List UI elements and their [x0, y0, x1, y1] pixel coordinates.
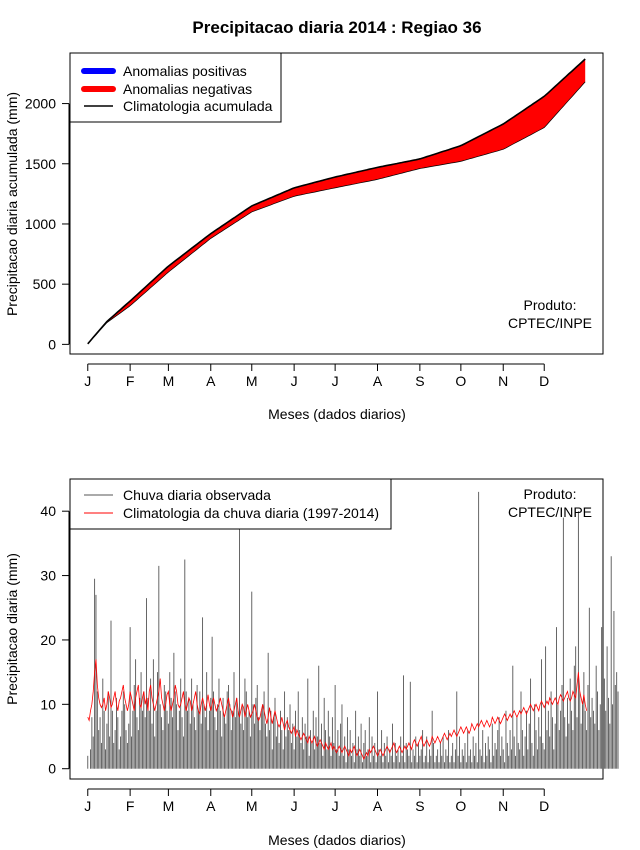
- bottom-x-tick-label: J: [84, 798, 91, 814]
- bottom-x-tick-label: A: [206, 798, 216, 814]
- top-x-tick-label: A: [373, 373, 383, 389]
- bottom-x-tick-label: J: [332, 798, 339, 814]
- observed-accumulated-line: [87, 81, 586, 345]
- top-y-tick-label: 500: [33, 276, 57, 292]
- top-y-tick-label: 2000: [25, 96, 56, 112]
- legend-top: Anomalias positivas Anomalias negativas …: [69, 52, 282, 123]
- plot-frame-top: [69, 52, 604, 355]
- bottom-x-tick-label: A: [373, 798, 383, 814]
- bottom-x-tick-label: M: [246, 798, 258, 814]
- x-axis-label-bottom: Meses (dados diarios): [268, 832, 406, 848]
- daily-climatology-line: [87, 659, 587, 761]
- bottom-x-tick-label: D: [539, 798, 549, 814]
- bottom-x-tick-label: M: [163, 798, 175, 814]
- top-x-tick-label: J: [84, 373, 91, 389]
- legend-label-observed: Chuva diaria observada: [123, 487, 271, 503]
- top-x-tick-label: F: [126, 373, 135, 389]
- legend-bottom: Chuva diaria observada Climatologia da c…: [69, 478, 392, 530]
- top-x-tick-label: M: [163, 373, 175, 389]
- y-axis-label-bottom: Precipitacao diaria (mm): [4, 553, 20, 705]
- x-axis-label-top: Meses (dados diarios): [268, 406, 406, 422]
- y-axis-top: 0 500 1000 1500 2000: [25, 96, 70, 352]
- top-y-tick-label: 1500: [25, 156, 56, 172]
- credit-line-2-bottom: CPTEC/INPE: [508, 504, 592, 520]
- top-x-tick-label: J: [291, 373, 298, 389]
- bottom-x-tick-label: J: [291, 798, 298, 814]
- top-x-tick-label: N: [498, 373, 508, 389]
- y-axis-label-top: Precipitacao diaria acumulada (mm): [4, 92, 20, 316]
- bottom-y-tick-label: 0: [48, 761, 56, 777]
- bottom-y-tick-label: 30: [40, 568, 56, 584]
- bottom-y-tick-label: 40: [40, 503, 56, 519]
- legend-box-bottom: [69, 478, 392, 530]
- daily-precipitation-chart: J F M A M J J A S O N D 0 10 20 30 40 Meses (dados diar…: [4, 478, 619, 848]
- top-x-tick-label: S: [415, 373, 424, 389]
- top-y-tick-label: 0: [48, 336, 56, 352]
- bottom-x-tick-label: S: [415, 798, 424, 814]
- legend-label-climatology: Climatologia acumulada: [123, 98, 273, 114]
- credit-line-1-bottom: Produto:: [524, 486, 577, 502]
- bottom-x-tick-label: O: [455, 798, 466, 814]
- bottom-y-tick-label: 10: [40, 696, 56, 712]
- legend-label-positive: Anomalias positivas: [123, 63, 247, 79]
- accumulated-precipitation-chart: J F M A M J J A S O N D 0 500 1000 1500 2000 Meses (dad…: [4, 52, 604, 422]
- top-x-tick-label: A: [206, 373, 216, 389]
- top-x-tick-label: J: [332, 373, 339, 389]
- top-x-tick-label: M: [246, 373, 258, 389]
- chart-title: Precipitacao diaria 2014 : Regiao 36: [192, 18, 481, 37]
- top-y-tick-label: 1000: [25, 216, 56, 232]
- top-x-tick-label: O: [455, 373, 466, 389]
- bottom-x-tick-label: F: [126, 798, 135, 814]
- bottom-y-tick-label: 20: [40, 632, 56, 648]
- legend-label-daily-climatology: Climatologia da chuva diaria (1997-2014): [123, 505, 379, 521]
- y-axis-bottom: 0 10 20 30 40: [40, 503, 70, 777]
- daily-rain-bars: [87, 491, 619, 769]
- climatology-accumulated-line: [87, 58, 586, 345]
- bottom-x-tick-label: N: [498, 798, 508, 814]
- credit-line-2-top: CPTEC/INPE: [508, 315, 592, 331]
- top-x-tick-label: D: [539, 373, 549, 389]
- credit-line-1-top: Produto:: [524, 297, 577, 313]
- legend-label-negative: Anomalias negativas: [123, 81, 252, 97]
